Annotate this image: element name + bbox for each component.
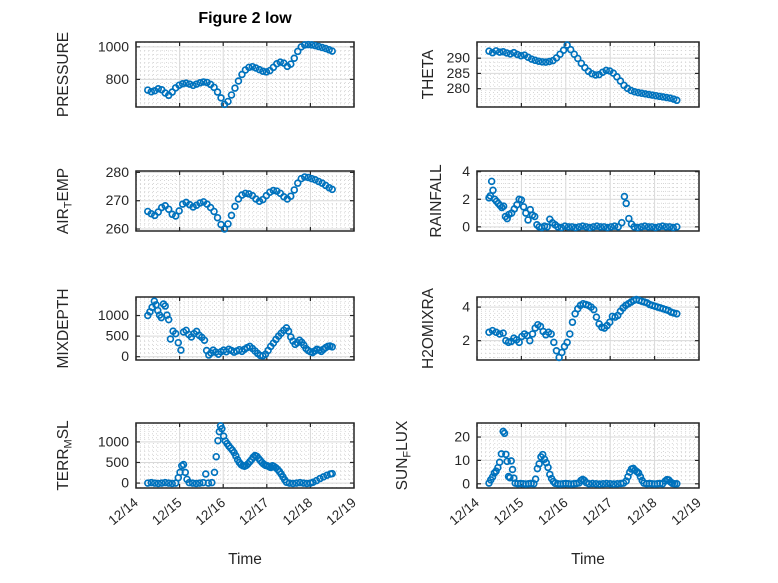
subplot-terr-msl: 0 500 1000 TERRMSL 12/14 12/15 12/16 12/17 12/18… — [51, 420, 368, 578]
xtick-label-12-16: 12/16 — [535, 495, 571, 528]
mixdepth-plot-svg: 0 500 1000 MIXDEPTH — [55, 288, 355, 369]
subplot-h2omixra: 2 4 H2OMIXRA — [392, 287, 713, 369]
mixdepth-axes: 0 500 1000 MIXDEPTH — [55, 288, 355, 369]
mixdepth-ytick-label: 0 — [121, 348, 129, 364]
figure-title: Figure 2 low — [198, 10, 292, 27]
subplot-sun-flux: 0 10 20 SUNFLUX 12/14 12/15 12/16 12/17 12/18 12/… — [392, 420, 713, 578]
subplot-theta: 280 285 290 THETA — [392, 41, 713, 115]
terr-msl-axes: 0 500 1000 TERRMSL 12/14 12/15 12/16 12/17 12/18… — [55, 420, 359, 528]
sun-flux-ytick-label: 0 — [462, 475, 470, 491]
terr-msl-ylabel: TERRMSL — [55, 420, 75, 491]
pressure-markers — [144, 40, 336, 109]
theta-ytick-label: 290 — [447, 50, 471, 66]
mixdepth-ytick-label: 500 — [106, 328, 130, 344]
air-temp-markers — [144, 173, 336, 233]
xtick-label-12-18: 12/18 — [624, 495, 660, 528]
mixdepth-ytick-label: 1000 — [98, 307, 129, 323]
air-temp-ylabel: AIRTEMP — [55, 168, 75, 234]
subplot-pressure: 800 1000 PRESSURE — [51, 32, 368, 117]
xtick-label-12-18: 12/18 — [280, 495, 316, 528]
mixdepth-ylabel: MIXDEPTH — [55, 288, 72, 368]
pressure-ytick-label: 800 — [106, 71, 130, 87]
h2omixra-axes: 2 4 H2OMIXRA — [420, 287, 700, 369]
h2omixra-plot-svg: 2 4 H2OMIXRA — [420, 287, 700, 369]
xtick-label-12-15: 12/15 — [149, 495, 185, 528]
sun-flux-plot-svg: 0 10 20 SUNFLUX 12/14 12/15 12/16 12/17 12/18 12/… — [394, 420, 704, 528]
subplot-rainfall: 0 2 4 RAINFALL — [392, 163, 713, 239]
subplot-air-temp: 260 270 280 AIRTEMP — [51, 164, 368, 239]
pressure-ytick-label: 1000 — [98, 38, 129, 54]
air-temp-plot-svg: 260 270 280 AIRTEMP — [55, 164, 355, 237]
sun-flux-ylabel: SUNFLUX — [394, 420, 414, 490]
rainfall-plot-svg: 0 2 4 RAINFALL — [428, 163, 700, 238]
xtick-label-12-15: 12/15 — [491, 495, 527, 528]
xtick-label-12-19: 12/19 — [323, 495, 359, 528]
sun-flux-axes: 0 10 20 SUNFLUX 12/14 12/15 12/16 12/17 12/18 12/… — [394, 420, 704, 528]
xtick-label-12-17: 12/17 — [236, 495, 272, 528]
theta-ytick-label: 280 — [447, 80, 471, 96]
h2omixra-ylabel: H2OMIXRA — [420, 287, 437, 369]
pressure-axes: 800 1000 PRESSURE — [55, 32, 355, 117]
h2omixra-ytick-label: 4 — [462, 299, 470, 315]
terr-msl-plot-svg: 0 500 1000 TERRMSL 12/14 12/15 12/16 12/17 12/18… — [55, 420, 359, 528]
xtick-label-12-16: 12/16 — [193, 495, 229, 528]
h2omixra-ytick-label: 2 — [462, 332, 470, 348]
rainfall-ytick-label: 2 — [462, 191, 470, 207]
xtick-label-12-14: 12/14 — [105, 495, 141, 529]
air-temp-ytick-label: 260 — [106, 221, 130, 237]
x-axis-label-right: Time — [571, 551, 605, 568]
x-axis-label-left: Time — [228, 551, 262, 568]
theta-ylabel: THETA — [420, 49, 437, 99]
terr-msl-ytick-label: 500 — [106, 454, 130, 470]
rainfall-ylabel: RAINFALL — [428, 164, 445, 238]
rainfall-markers — [485, 177, 681, 232]
subplot-mixdepth: 0 500 1000 MIXDEPTH — [51, 288, 368, 369]
xtick-label-12-17: 12/17 — [580, 495, 616, 528]
sun-flux-ytick-label: 10 — [454, 452, 470, 468]
xtick-label-12-19: 12/19 — [668, 495, 704, 528]
h2omixra-markers — [485, 295, 681, 362]
mixdepth-markers — [144, 297, 336, 360]
rainfall-ytick-label: 0 — [462, 218, 470, 234]
pressure-ylabel: PRESSURE — [55, 32, 72, 117]
terr-msl-ytick-label: 0 — [121, 475, 129, 491]
air-temp-ytick-label: 280 — [106, 164, 130, 180]
theta-markers — [485, 41, 681, 105]
pressure-plot-svg: 800 1000 PRESSURE — [55, 32, 355, 117]
terr-msl-markers — [144, 422, 336, 488]
rainfall-ytick-label: 4 — [462, 163, 470, 179]
sun-flux-ytick-label: 20 — [454, 429, 470, 445]
theta-ytick-label: 285 — [447, 65, 471, 81]
xtick-label-12-14: 12/14 — [446, 495, 482, 529]
air-temp-ytick-label: 270 — [106, 192, 130, 208]
sun-flux-markers — [485, 427, 681, 488]
terr-msl-ytick-label: 1000 — [98, 433, 129, 449]
